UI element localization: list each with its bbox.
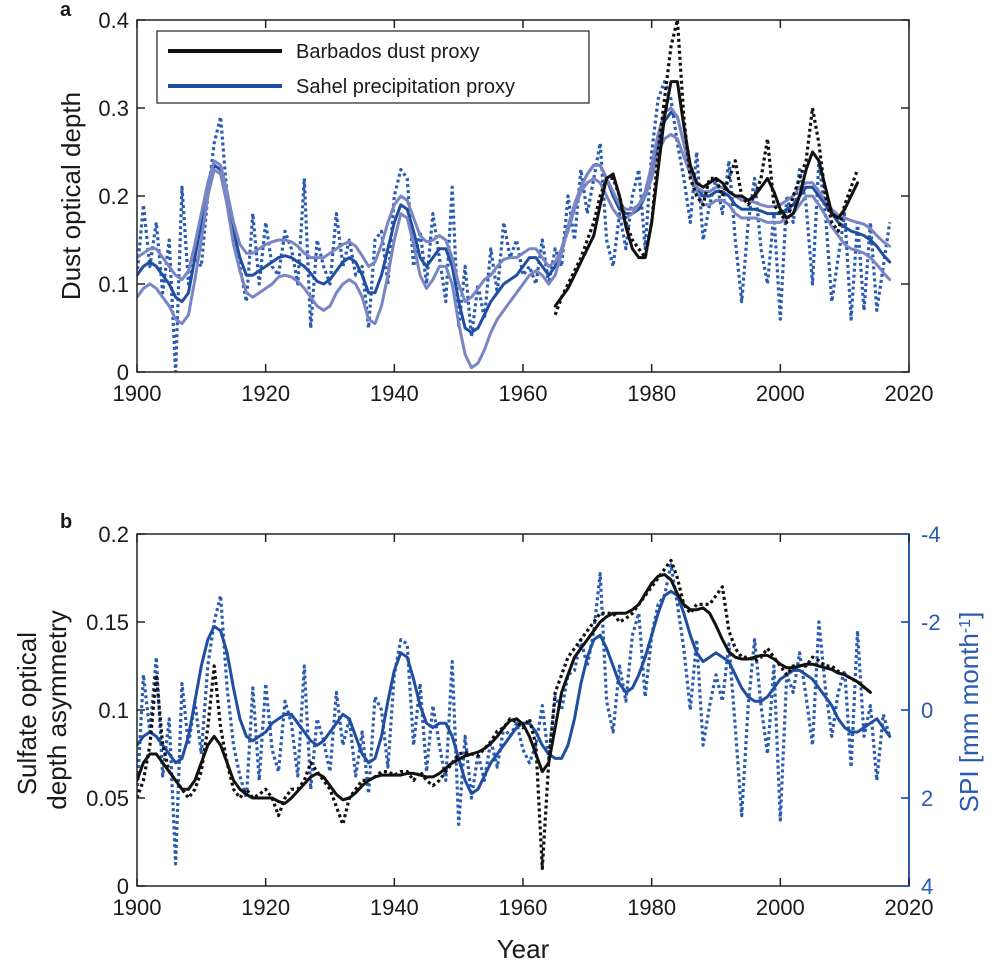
panel-b-x-tick-label: 1900 (113, 895, 162, 920)
panel-b-x-tick-label: 2000 (756, 895, 805, 920)
panel-b-y-axis-label-line-1: Sulfate optical (12, 632, 42, 795)
panel-b-y2-ticks: -4 -2 0 2 4 (901, 522, 941, 899)
panel-a-x-tick-label: 1920 (241, 381, 290, 406)
panel-a-series-2 (137, 132, 892, 304)
panel-b-x-tick-label: 1920 (241, 895, 290, 920)
panel-a: a 1900 1920 1940 1960 1980 2000 2020 0 0.1 0.2 0.… (56, 0, 933, 406)
panel-a-series-0 (137, 80, 892, 372)
panel-a-legend: Barbados dust proxy Sahel precipitation … (156, 30, 590, 104)
panel-b-y-tick-label: 0.1 (98, 698, 129, 723)
panel-a-x-tick-label: 1960 (499, 381, 548, 406)
panel-b-letter: b (60, 511, 72, 533)
panel-b-x-tick-label: 2020 (885, 895, 934, 920)
panel-a-series-3 (137, 106, 892, 370)
panel-b-x-ticks: 1900 1920 1940 1960 1980 2000 2020 (113, 534, 934, 920)
panel-b-x-axis-label: Year (497, 934, 550, 964)
panel-b-series-layer (137, 558, 892, 870)
panel-b-y-tick-label: 0.2 (98, 522, 129, 547)
panel-a-y-ticks: 0 0.1 0.2 0.3 0.4 (98, 8, 909, 385)
panel-a-x-tick-label: 2020 (885, 381, 934, 406)
panel-b-y2-tick-label: 0 (921, 698, 933, 723)
panel-a-series-layer (137, 20, 892, 372)
panel-b-y2-tick-label: 4 (921, 874, 933, 899)
panel-b-y-axis-label-line-2: depth asymmetry (42, 610, 72, 809)
panel-b-series-0 (137, 563, 892, 866)
panel-b-y2-axis-label: SPI [mm month-1] (954, 612, 984, 813)
panel-a-x-ticks: 1900 1920 1940 1960 1980 2000 2020 (113, 20, 934, 406)
panel-b-y-tick-label: 0.15 (86, 610, 129, 635)
panel-b: b 1900 1920 1940 1960 1980 2000 2020 00.050.10… (12, 511, 984, 964)
legend-label-barbados: Barbados dust proxy (296, 41, 479, 63)
panel-b-y2-axis-label-main: SPI [mm month (954, 633, 984, 812)
panel-b-series-3 (137, 573, 872, 805)
panel-b-y2-tick-label: 2 (921, 786, 933, 811)
panel-b-y-axis-label: Sulfate optical depth asymmetry (12, 610, 72, 809)
panel-a-series-1 (137, 110, 892, 334)
panel-a-y-axis-label: Dust optical depth (56, 92, 86, 300)
panel-b-x-tick-label: 1940 (370, 895, 419, 920)
legend-label-sahel: Sahel precipitation proxy (296, 76, 515, 98)
panel-b-y2-axis-label-superscript: -1 (957, 619, 974, 633)
panel-a-series-5 (553, 80, 859, 308)
panel-a-y-tick-label: 0 (117, 360, 129, 385)
panel-a-y-tick-label: 0.4 (98, 8, 129, 33)
panel-b-series-2 (137, 558, 872, 870)
panel-a-letter: a (60, 0, 72, 21)
panel-b-y2-tick-label: -2 (921, 610, 941, 635)
panel-a-y-tick-label: 0.1 (98, 272, 129, 297)
panel-b-x-tick-label: 1960 (499, 895, 548, 920)
panel-a-x-tick-label: 1980 (627, 381, 676, 406)
panel-a-x-tick-label: 1940 (370, 381, 419, 406)
panel-a-x-tick-label: 2000 (756, 381, 805, 406)
panel-a-y-tick-label: 0.2 (98, 184, 129, 209)
panel-a-y-tick-label: 0.3 (98, 96, 129, 121)
panel-b-y-ticks: 0 0.05 0.1 0.15 0.2 (86, 522, 145, 899)
legend-box (156, 30, 590, 104)
panel-b-y-tick-label: 0.05 (86, 786, 129, 811)
panel-b-x-tick-label: 1980 (627, 895, 676, 920)
panel-b-y-tick-label: 0 (117, 874, 129, 899)
panel-b-series-1 (137, 589, 892, 796)
panel-b-y2-tick-label: -4 (921, 522, 941, 547)
panel-a-x-tick-label: 1900 (113, 381, 162, 406)
panel-b-y2-axis-label-close: ] (954, 612, 984, 619)
